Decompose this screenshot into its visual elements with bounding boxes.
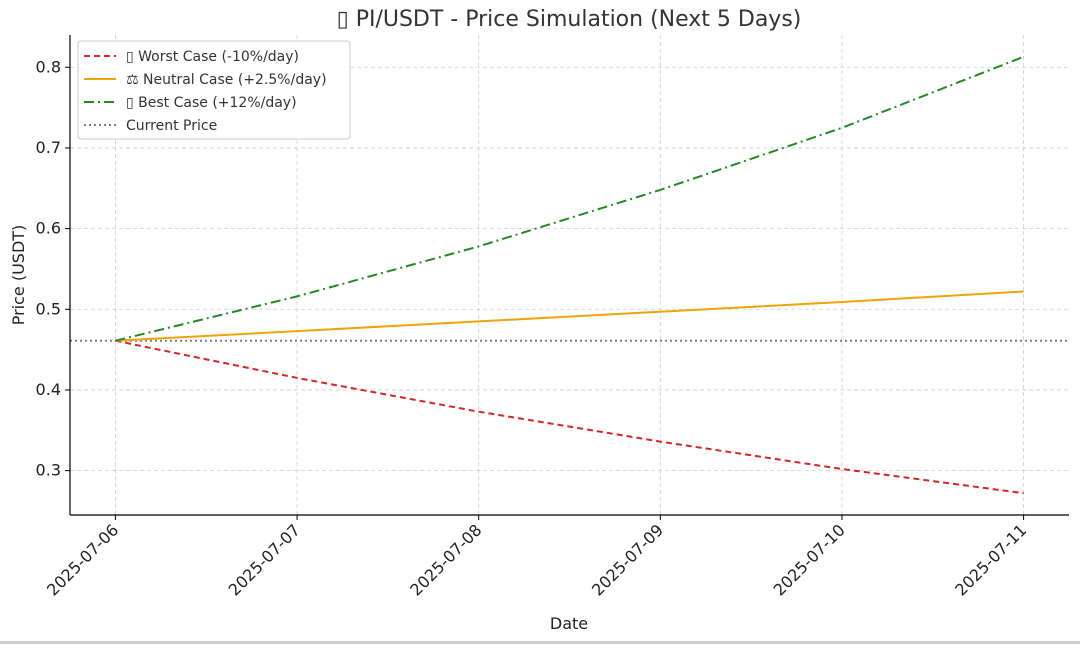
chart-title: ▯ PI/USDT - Price Simulation (Next 5 Day… (337, 7, 802, 32)
y-tick-label: 0.7 (36, 138, 61, 157)
x-tick-label: 2025-07-10 (770, 520, 849, 599)
axes (65, 35, 1069, 520)
legend-box (77, 40, 351, 140)
y-tick-label: 0.5 (36, 299, 61, 318)
y-axis-label: Price (USDT) (9, 225, 28, 326)
series-line-1 (115, 290, 1024, 342)
legend: ▯ Worst Case (-10%/day) ⚖ Neutral Case (+… (77, 40, 351, 140)
y-tick-label: 0.6 (36, 219, 61, 238)
legend-label: ▯ Best Case (+12%/day) (126, 95, 297, 111)
x-axis-label: Date (550, 614, 588, 633)
y-tick-label: 0.8 (36, 57, 61, 76)
bottom-divider (0, 641, 1080, 644)
series-line-2 (115, 55, 1024, 342)
legend-label: Current Price (126, 118, 217, 134)
plot-lines (70, 55, 1069, 495)
series-line-0 (115, 339, 1024, 495)
y-tick-label: 0.4 (36, 380, 61, 399)
x-tick-label: 2025-07-09 (588, 520, 667, 599)
x-tick-label: 2025-07-08 (406, 520, 485, 599)
legend-label: ▯ Worst Case (-10%/day) (126, 49, 299, 65)
y-tick-label: 0.3 (36, 461, 61, 480)
legend-label: ⚖ Neutral Case (+2.5%/day) (126, 72, 327, 88)
x-tick-label: 2025-07-11 (951, 520, 1030, 599)
x-tick-label: 2025-07-07 (225, 520, 304, 599)
x-tick-label: 2025-07-06 (43, 520, 122, 599)
